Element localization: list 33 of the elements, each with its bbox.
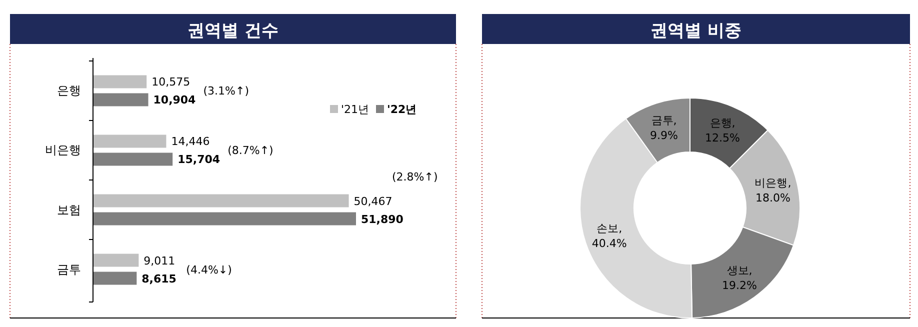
data-label: 10,904 [153, 94, 196, 107]
slice-label: 비은행, 18.0% [754, 176, 792, 204]
annotation: (8.7%↑) [228, 144, 274, 158]
data-label: 51,890 [361, 212, 404, 226]
bar [93, 212, 356, 226]
slice-label: 은행, 12.5% [705, 116, 740, 144]
legend-label: '21년 [341, 103, 370, 116]
slice-label: 금투, 9.9% [650, 114, 678, 142]
bar [93, 93, 148, 106]
data-label: 14,446 [171, 135, 210, 148]
y-tick-label: 금투 [57, 262, 81, 276]
chart-title: 권역별 비중 [650, 21, 742, 41]
chart-title: 권역별 건수 [188, 21, 278, 41]
data-label: 10,575 [152, 76, 190, 89]
slice-label: 손보, 40.4% [592, 222, 627, 250]
bar [93, 194, 349, 208]
annotation: (3.1%↑) [203, 84, 250, 98]
slice-label: 생보, 19.2% [722, 264, 758, 292]
bar [93, 75, 147, 88]
annotation: (4.4%↓) [186, 263, 232, 276]
data-label: 8,615 [142, 272, 176, 286]
data-label: 50,467 [354, 194, 392, 208]
bar [93, 272, 137, 285]
y-tick-label: 보험 [57, 202, 81, 217]
y-tick-label: 은행 [57, 84, 81, 98]
y-tick-label: 비은행 [45, 143, 81, 158]
legend-label: '22년 [387, 103, 417, 116]
bar [93, 254, 139, 267]
data-label: 15,704 [178, 153, 220, 166]
bar [93, 152, 173, 166]
bar [93, 134, 166, 148]
data-label: 9,011 [144, 254, 176, 268]
text: (2.8%↑) [392, 170, 438, 184]
